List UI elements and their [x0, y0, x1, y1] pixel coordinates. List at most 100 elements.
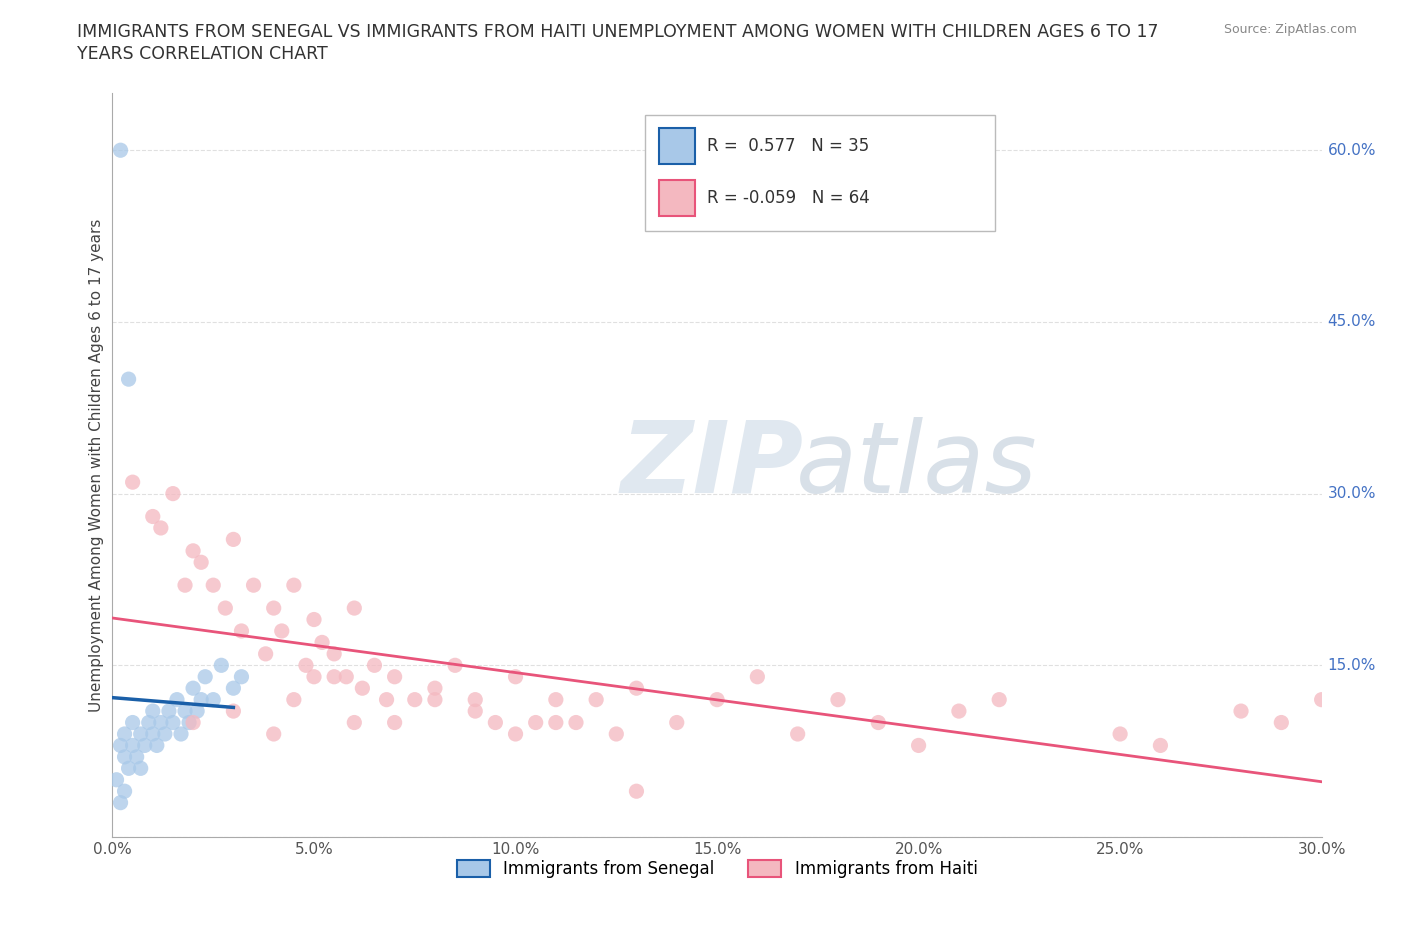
- Point: [384, 715, 406, 730]
- Point: [177, 715, 200, 730]
- Text: IMMIGRANTS FROM SENEGAL VS IMMIGRANTS FROM HAITI UNEMPLOYMENT AMONG WOMEN WITH C: IMMIGRANTS FROM SENEGAL VS IMMIGRANTS FR…: [77, 23, 1159, 41]
- Point: [1149, 738, 1171, 753]
- Point: [162, 486, 184, 501]
- Point: [1270, 715, 1292, 730]
- Text: R = -0.059   N = 64: R = -0.059 N = 64: [707, 189, 870, 206]
- Point: [747, 670, 769, 684]
- Point: [125, 750, 148, 764]
- Point: [222, 681, 245, 696]
- Point: [907, 738, 929, 753]
- Point: [283, 692, 305, 707]
- Text: Source: ZipAtlas.com: Source: ZipAtlas.com: [1223, 23, 1357, 36]
- Point: [149, 521, 172, 536]
- Point: [323, 670, 346, 684]
- Point: [302, 670, 325, 684]
- Point: [157, 704, 180, 719]
- Point: [665, 715, 688, 730]
- Point: [404, 692, 426, 707]
- Point: [129, 761, 152, 776]
- Point: [114, 784, 136, 799]
- Point: [114, 726, 136, 741]
- Point: [283, 578, 305, 592]
- Point: [121, 715, 143, 730]
- Point: [295, 658, 318, 672]
- Point: [242, 578, 264, 592]
- Point: [786, 726, 808, 741]
- Point: [423, 681, 446, 696]
- Text: 45.0%: 45.0%: [1327, 314, 1376, 329]
- Point: [134, 738, 156, 753]
- FancyBboxPatch shape: [659, 128, 696, 164]
- Point: [868, 715, 890, 730]
- Point: [174, 578, 197, 592]
- Point: [129, 726, 152, 741]
- Point: [1310, 692, 1333, 707]
- Point: [214, 601, 236, 616]
- Text: atlas: atlas: [796, 417, 1038, 513]
- Point: [706, 692, 728, 707]
- Point: [505, 670, 527, 684]
- Point: [948, 704, 970, 719]
- Point: [105, 772, 128, 787]
- Text: 60.0%: 60.0%: [1327, 142, 1376, 158]
- Point: [544, 715, 567, 730]
- Point: [110, 795, 132, 810]
- Point: [827, 692, 849, 707]
- Point: [335, 670, 357, 684]
- Point: [626, 784, 648, 799]
- Point: [1109, 726, 1132, 741]
- Point: [194, 670, 217, 684]
- Point: [202, 578, 225, 592]
- FancyBboxPatch shape: [644, 115, 995, 231]
- Point: [153, 726, 176, 741]
- Point: [605, 726, 627, 741]
- Point: [505, 726, 527, 741]
- Point: [565, 715, 588, 730]
- Point: [117, 761, 139, 776]
- Point: [142, 704, 165, 719]
- Point: [114, 750, 136, 764]
- Point: [464, 692, 486, 707]
- Point: [544, 692, 567, 707]
- Point: [311, 635, 333, 650]
- Point: [302, 612, 325, 627]
- Point: [190, 555, 212, 570]
- Text: ZIP: ZIP: [620, 417, 803, 513]
- Point: [117, 372, 139, 387]
- Point: [110, 738, 132, 753]
- Point: [110, 143, 132, 158]
- Point: [209, 658, 232, 672]
- Point: [121, 738, 143, 753]
- Point: [524, 715, 547, 730]
- Point: [263, 726, 285, 741]
- Point: [270, 623, 292, 638]
- Point: [202, 692, 225, 707]
- Point: [375, 692, 398, 707]
- Point: [138, 715, 160, 730]
- Point: [222, 532, 245, 547]
- Point: [585, 692, 607, 707]
- Point: [343, 715, 366, 730]
- Point: [343, 601, 366, 616]
- Point: [423, 692, 446, 707]
- Point: [162, 715, 184, 730]
- Point: [190, 692, 212, 707]
- Text: 30.0%: 30.0%: [1327, 486, 1376, 501]
- Point: [142, 509, 165, 524]
- Point: [1230, 704, 1253, 719]
- Point: [181, 681, 204, 696]
- Point: [352, 681, 374, 696]
- Point: [444, 658, 467, 672]
- FancyBboxPatch shape: [659, 180, 696, 216]
- Text: 15.0%: 15.0%: [1327, 658, 1376, 672]
- Point: [626, 681, 648, 696]
- Point: [181, 543, 204, 558]
- Point: [186, 704, 208, 719]
- Point: [254, 646, 277, 661]
- Point: [263, 601, 285, 616]
- Y-axis label: Unemployment Among Women with Children Ages 6 to 17 years: Unemployment Among Women with Children A…: [89, 219, 104, 711]
- Point: [222, 704, 245, 719]
- Point: [464, 704, 486, 719]
- Text: YEARS CORRELATION CHART: YEARS CORRELATION CHART: [77, 45, 328, 62]
- Point: [484, 715, 506, 730]
